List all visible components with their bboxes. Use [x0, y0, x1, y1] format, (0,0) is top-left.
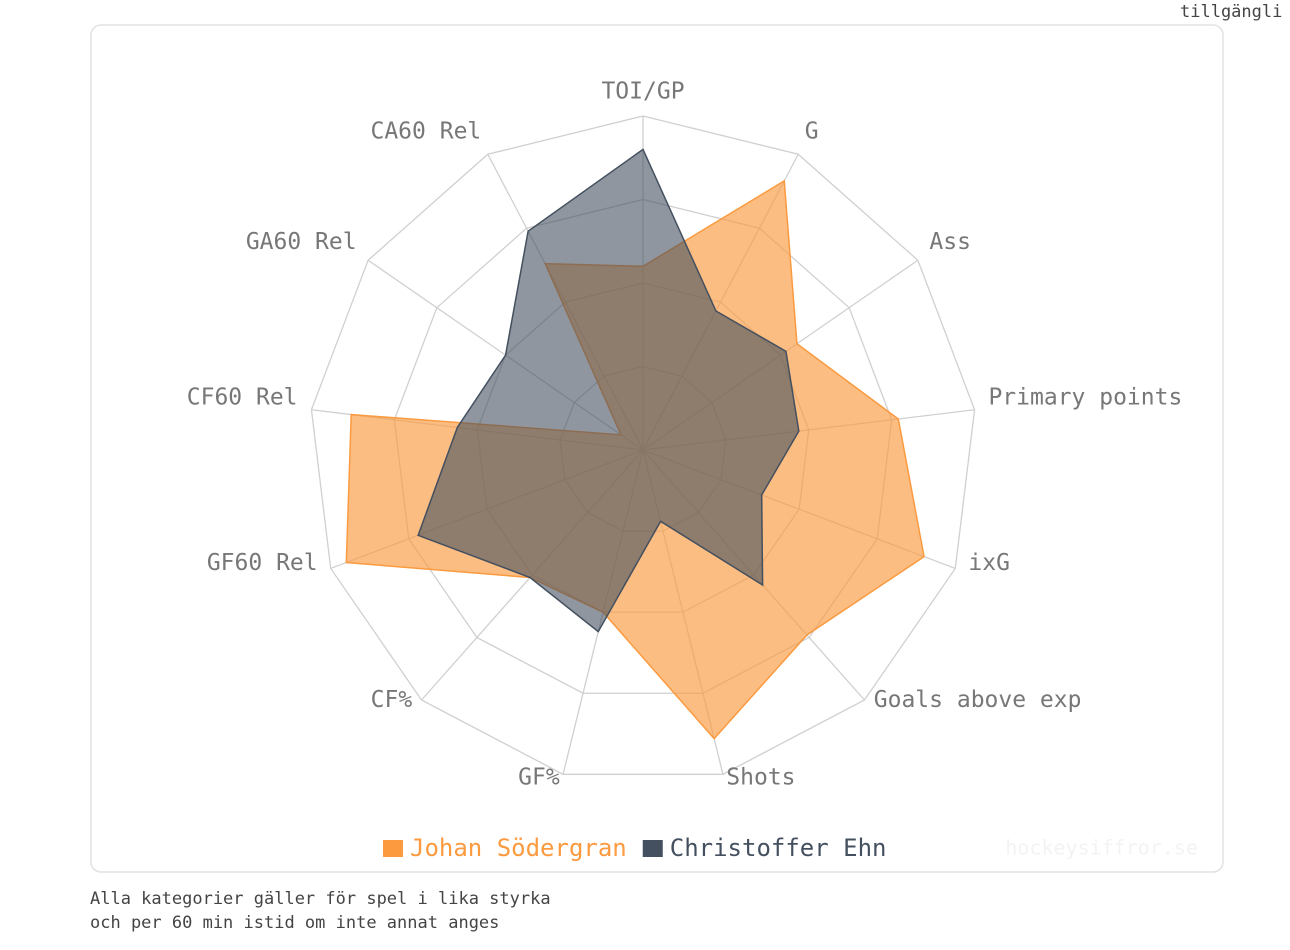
corner-note: tillgängli — [1180, 2, 1282, 22]
grid-ring — [310, 115, 976, 775]
legend-label: Johan Södergran — [410, 834, 627, 862]
watermark: hockeysiffror.se — [1005, 836, 1198, 860]
axis-label: Primary points — [988, 385, 1182, 411]
axis-label: CA60 Rel — [370, 118, 481, 144]
footnote: och per 60 min istid om inte annat anges — [90, 913, 499, 933]
legend-label: Christoffer Ehn — [670, 834, 887, 862]
axis-label: Goals above exp — [874, 687, 1082, 713]
axis-label: GF% — [518, 764, 560, 790]
series-area — [417, 148, 800, 633]
legend-swatch — [642, 840, 663, 857]
axis-label: Ass — [929, 229, 971, 255]
axis-label: CF60 Rel — [187, 385, 298, 411]
axis-label: GA60 Rel — [246, 229, 357, 255]
axis-label: Shots — [726, 764, 795, 790]
footnote: Alla kategorier gäller för spel i lika s… — [90, 889, 551, 909]
axis-label: GF60 Rel — [207, 550, 318, 576]
legend-swatch — [383, 840, 403, 857]
axis-label: CF% — [371, 687, 413, 713]
grid-ring — [393, 198, 893, 694]
axis-label: G — [805, 118, 819, 144]
axis-label: ixG — [968, 550, 1010, 576]
axis-label: TOI/GP — [601, 79, 684, 105]
